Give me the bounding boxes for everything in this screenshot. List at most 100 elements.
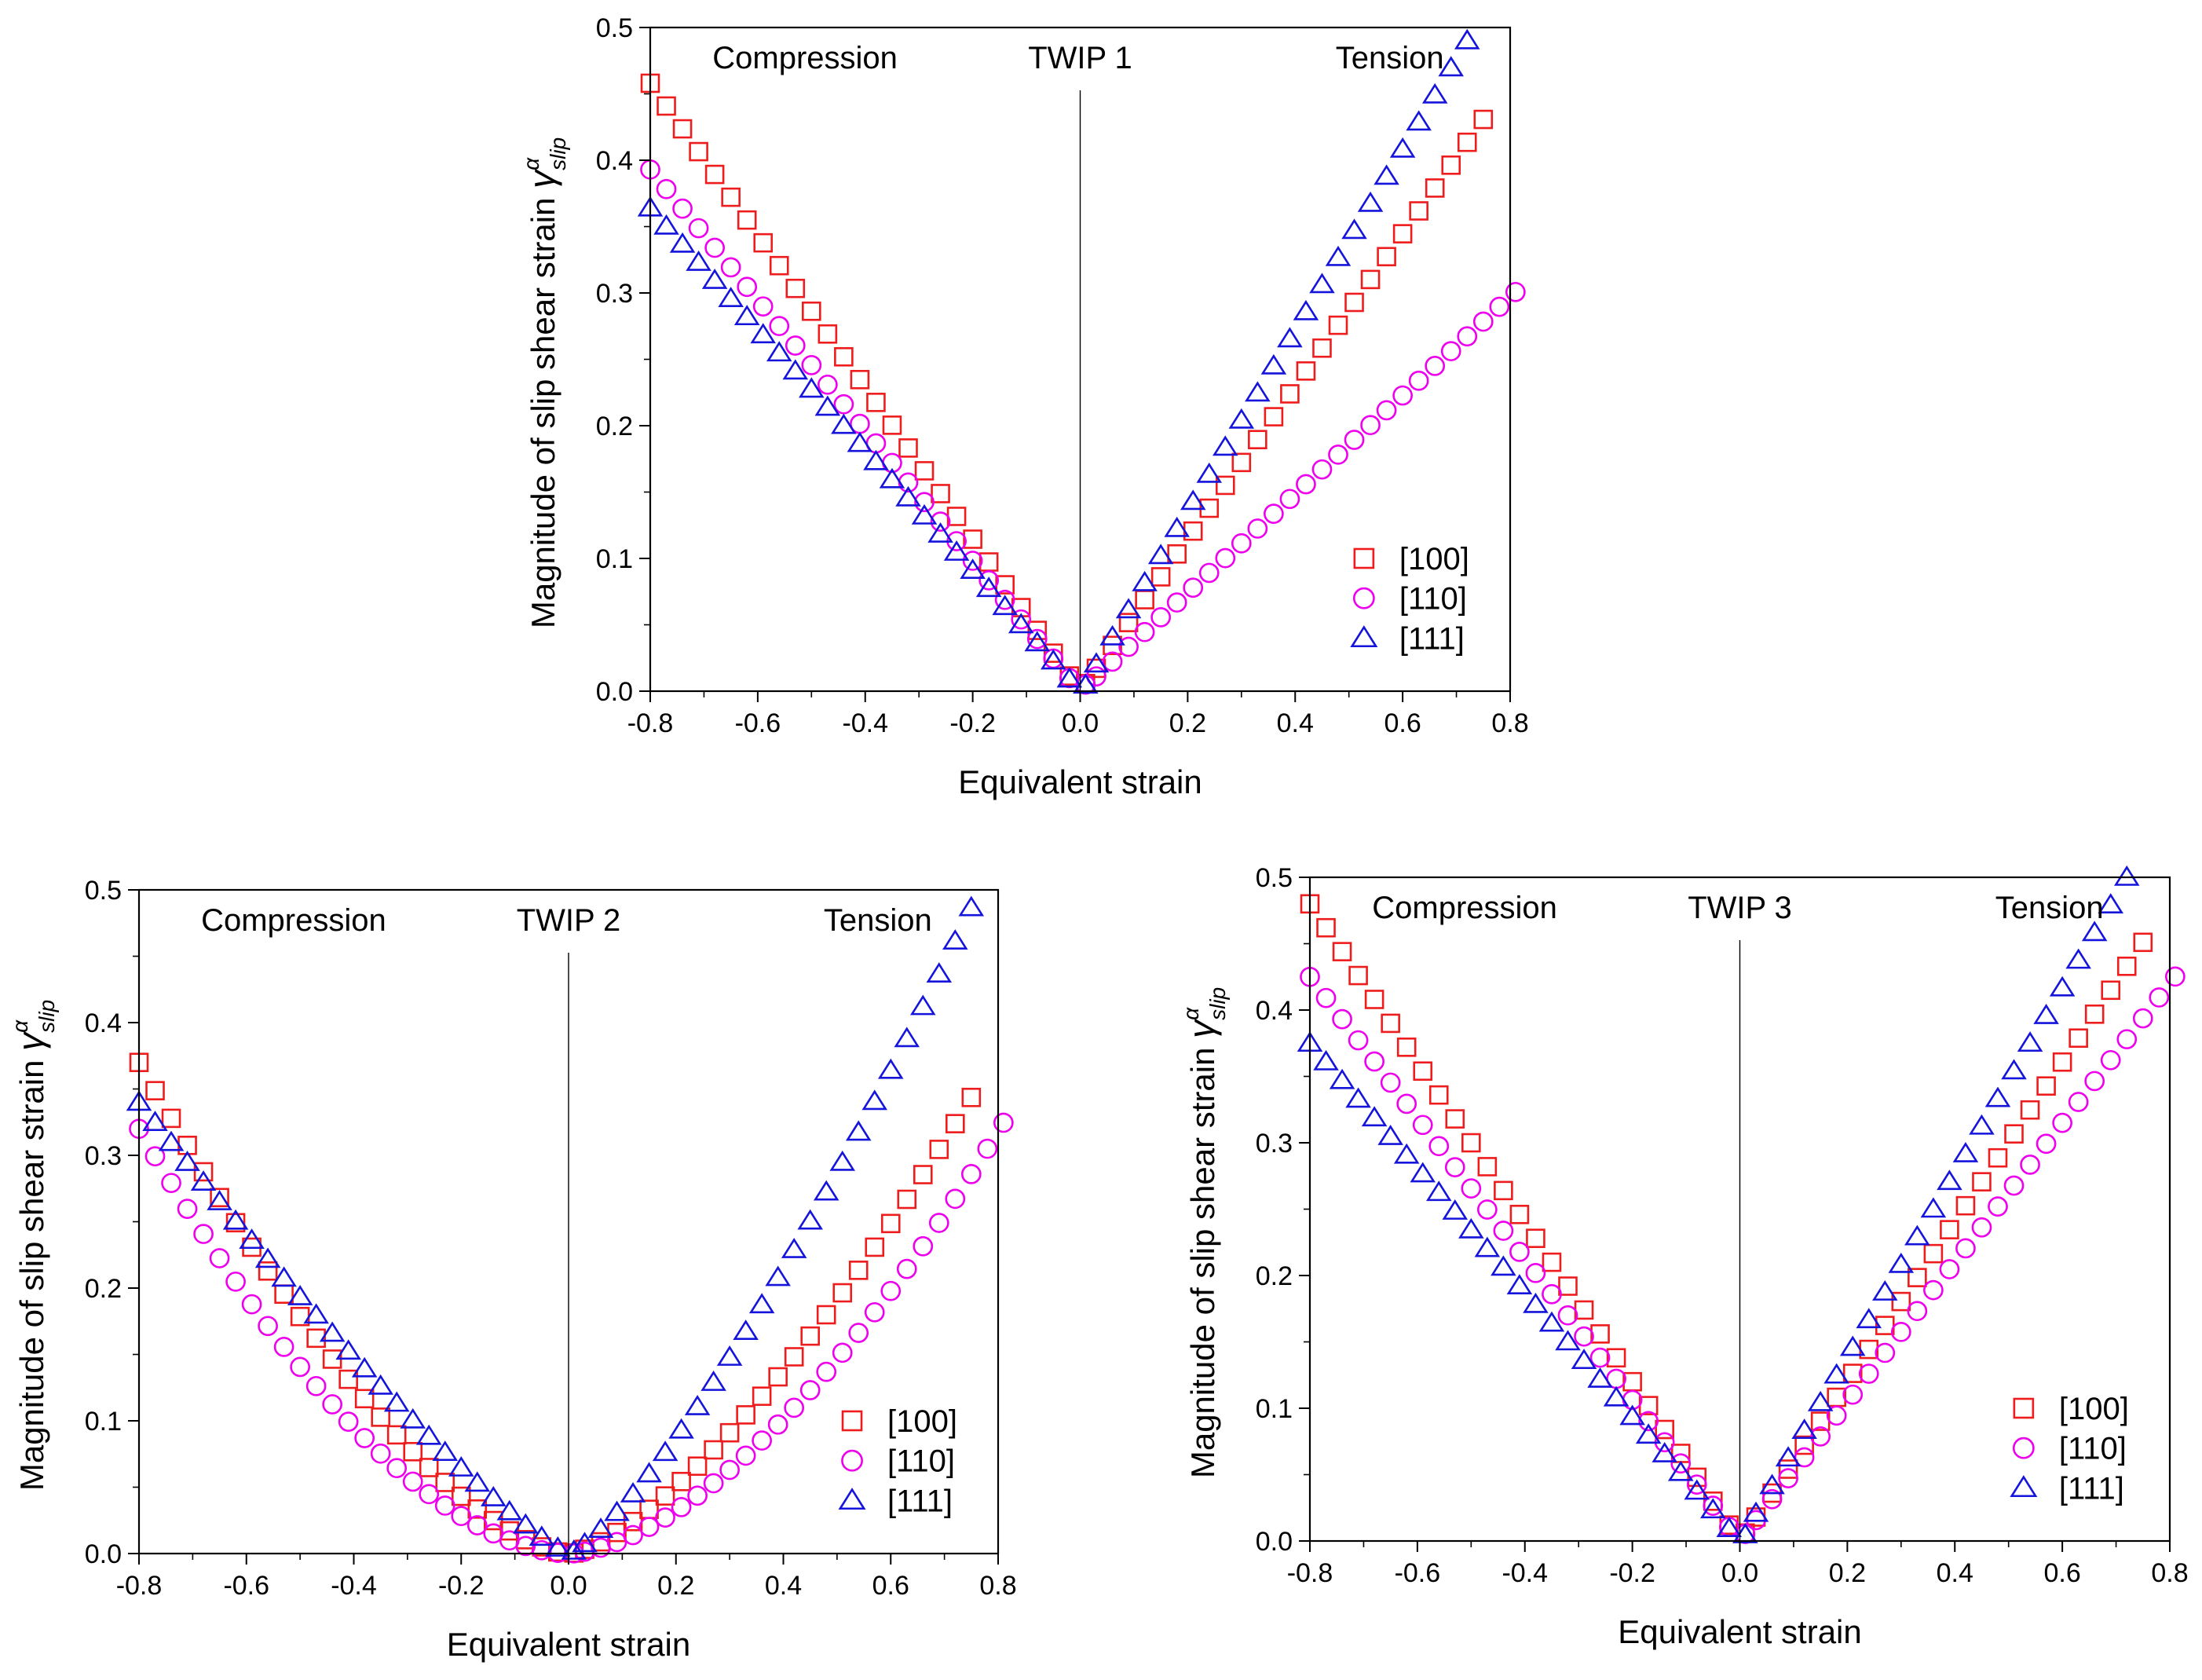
data-point <box>1364 990 1384 1009</box>
data-point <box>1406 110 1432 131</box>
data-point <box>1984 1086 2011 1107</box>
data-point <box>700 1371 726 1391</box>
data-point <box>866 393 886 412</box>
data-point <box>818 324 838 344</box>
data-point <box>2065 948 2091 969</box>
data-point <box>1667 1460 1694 1481</box>
data-point <box>1952 1141 1979 1162</box>
data-point <box>142 1111 168 1131</box>
data-point <box>672 119 693 139</box>
data-point <box>978 552 999 572</box>
data-point <box>1348 1030 1369 1051</box>
data-point <box>174 1150 200 1171</box>
data-point <box>1409 201 1428 221</box>
data-point <box>814 395 841 416</box>
annotation-tension: Tension <box>1336 41 1444 75</box>
data-point <box>929 1140 949 1159</box>
x-tick-label: 0.2 <box>657 1571 694 1601</box>
data-point <box>704 164 725 185</box>
annotation-compression: Compression <box>201 903 386 938</box>
legend-marker <box>838 1488 866 1510</box>
data-point <box>1196 462 1223 483</box>
data-point <box>861 1089 888 1111</box>
data-point <box>704 1440 723 1460</box>
data-point <box>1328 315 1348 335</box>
y-tick-label: 0.1 <box>1256 1394 1293 1424</box>
data-point <box>1923 1243 1944 1264</box>
data-point <box>209 1248 230 1268</box>
data-point <box>769 255 789 276</box>
data-point <box>258 1316 278 1337</box>
data-point <box>863 449 889 470</box>
data-point <box>1027 620 1048 640</box>
data-point <box>1293 299 1319 320</box>
gamma-symbol: γ <box>10 1030 51 1051</box>
data-point <box>719 1422 740 1443</box>
data-point <box>2164 966 2186 987</box>
y-tick-label: 0.3 <box>596 279 633 309</box>
data-point <box>2101 980 2121 1001</box>
data-point <box>1574 1326 1594 1347</box>
data-point <box>671 1472 691 1492</box>
data-point <box>962 551 983 571</box>
data-point <box>1457 326 1478 347</box>
data-point <box>1652 1442 1677 1462</box>
data-point <box>865 1237 885 1257</box>
data-point <box>386 1425 407 1445</box>
data-point <box>753 232 774 253</box>
legend-label: [100] <box>887 1404 957 1439</box>
data-point <box>817 374 838 395</box>
data-point <box>993 1112 1014 1133</box>
data-point <box>848 1261 869 1280</box>
data-point <box>1215 475 1235 496</box>
data-point <box>210 1188 229 1208</box>
data-point <box>335 1339 361 1360</box>
data-point <box>797 1209 823 1230</box>
data-point <box>1396 1093 1417 1115</box>
data-point <box>1810 1426 1831 1447</box>
data-point <box>898 438 918 458</box>
data-point <box>306 1328 326 1349</box>
data-point <box>1458 1217 1484 1239</box>
data-point <box>1920 1197 1947 1218</box>
data-point <box>1413 1061 1433 1082</box>
x-tick-label: -0.8 <box>116 1571 163 1601</box>
data-point <box>1231 533 1252 554</box>
data-point <box>1247 518 1268 539</box>
data-point <box>467 1499 488 1519</box>
data-point <box>415 1424 442 1445</box>
data-point <box>1313 1049 1339 1071</box>
data-point <box>914 492 935 513</box>
data-point <box>1587 1367 1613 1388</box>
data-point <box>1971 1217 1992 1238</box>
y-tick-label: 0.5 <box>85 876 122 906</box>
x-tick-label: 0.0 <box>550 1571 587 1601</box>
data-point <box>1408 370 1429 391</box>
data-point <box>686 250 711 271</box>
data-point <box>684 1394 711 1415</box>
data-point <box>1150 567 1171 587</box>
data-point <box>1134 621 1155 642</box>
data-point <box>1183 521 1203 541</box>
data-point <box>832 1283 853 1303</box>
data-point <box>752 1430 773 1451</box>
chart-panel-1: -0.8 -0.6 -0.4 -0.2 0.0 0.2 0.4 0.6 0.8 0.0 0.1 0.2… <box>519 13 1529 800</box>
y-axis-label: Magnitude of slip shear strain γα slip <box>1179 987 1230 1478</box>
data-point <box>254 1247 281 1268</box>
data-point <box>604 1500 630 1521</box>
series-100 <box>129 1052 982 1563</box>
data-point <box>992 595 1018 616</box>
data-point <box>1444 1157 1465 1178</box>
data-point <box>1858 1363 1879 1384</box>
data-point <box>1703 1495 1724 1516</box>
y-tick-label: 0.1 <box>596 544 633 574</box>
data-point <box>1473 109 1494 130</box>
data-point <box>241 1294 262 1315</box>
data-point <box>1099 624 1125 646</box>
series-100 <box>640 73 1494 694</box>
data-point <box>880 1280 902 1301</box>
data-point <box>977 1138 998 1159</box>
data-point <box>1393 1143 1420 1164</box>
data-point <box>652 1440 679 1462</box>
x-tick-label: -0.6 <box>1395 1558 1441 1588</box>
